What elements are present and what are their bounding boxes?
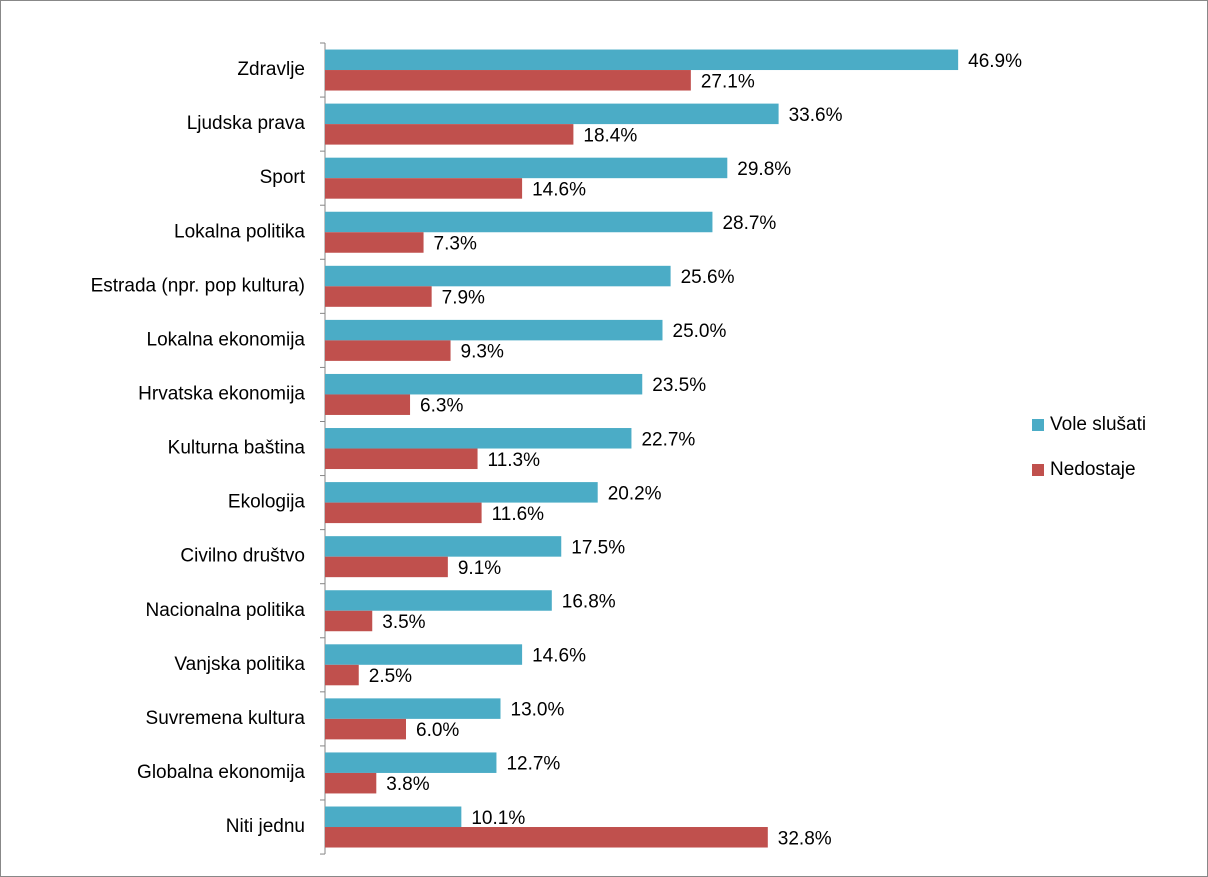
category-label: Globalna ekonomija [137,762,305,783]
value-label: 3.5% [382,612,425,633]
bar [325,340,451,361]
value-label: 9.1% [458,558,501,579]
bar [325,502,482,524]
legend-label: Vole slušati [1050,414,1146,435]
bar [325,319,663,341]
bar [325,644,523,665]
value-label: 18.4% [583,125,637,146]
bar [325,373,643,395]
category-label: Zdravlje [237,59,305,80]
bar [325,124,574,145]
value-label: 14.6% [532,179,586,200]
value-label: 13.0% [511,700,565,721]
bar [325,556,448,578]
bar [325,610,373,632]
category-label: Ljudska prava [187,113,306,134]
category-label: Estrada (npr. pop kultura) [91,275,305,296]
value-label: 23.5% [652,375,706,396]
category-label: Civilno društvo [180,546,305,567]
bar [325,286,432,307]
bar [325,718,406,740]
value-label: 17.5% [571,537,625,558]
category-label: Niti jednu [226,816,305,837]
bar [325,157,728,179]
value-label: 11.6% [492,504,545,525]
bar [325,482,598,503]
value-label: 6.0% [416,720,459,741]
value-label: 9.3% [461,342,504,363]
value-label: 27.1% [701,71,755,92]
bar [325,103,779,125]
legend-swatch [1032,419,1044,431]
category-label: Hrvatska ekonomija [138,383,305,404]
bar [325,448,478,470]
bar [325,590,552,611]
value-label: 10.1% [471,808,525,829]
value-label: 29.8% [737,159,791,180]
value-label: 7.9% [442,288,485,309]
bar [325,394,411,415]
category-label: Lokalna politika [174,221,305,242]
bar [325,211,713,233]
category-label: Ekologija [228,492,306,513]
bar [325,232,424,253]
category-label: Nacionalna politika [146,600,306,621]
category-label: Kulturna baština [168,438,306,459]
value-label: 25.0% [673,321,727,342]
bar [325,265,671,287]
legend-swatch [1032,464,1044,476]
value-label: 22.7% [641,429,695,450]
bar [325,428,632,449]
value-label: 28.7% [722,213,776,234]
bar [325,827,768,848]
value-label: 33.6% [789,105,843,126]
legend-label: Nedostaje [1050,459,1136,480]
bar [325,698,501,719]
value-label: 32.8% [778,828,832,849]
bar [325,178,523,199]
bar [325,772,377,794]
category-label: Vanjska politika [174,654,305,675]
value-label: 20.2% [608,483,662,504]
bar [325,664,359,686]
bar [325,536,562,557]
value-label: 14.6% [532,646,586,667]
value-label: 12.7% [506,754,560,775]
value-label: 3.8% [386,774,429,795]
value-label: 46.9% [968,51,1022,72]
value-label: 2.5% [369,666,412,687]
bar [325,70,691,91]
category-label: Sport [260,167,306,188]
category-label: Lokalna ekonomija [147,329,306,350]
value-label: 6.3% [420,396,463,417]
value-label: 16.8% [562,592,616,613]
value-label: 25.6% [681,267,735,288]
category-label: Suvremena kultura [146,708,306,729]
bar [325,49,959,71]
value-label: 7.3% [434,234,477,255]
value-label: 11.3% [488,450,541,471]
bar [325,806,462,828]
bar [325,752,497,773]
